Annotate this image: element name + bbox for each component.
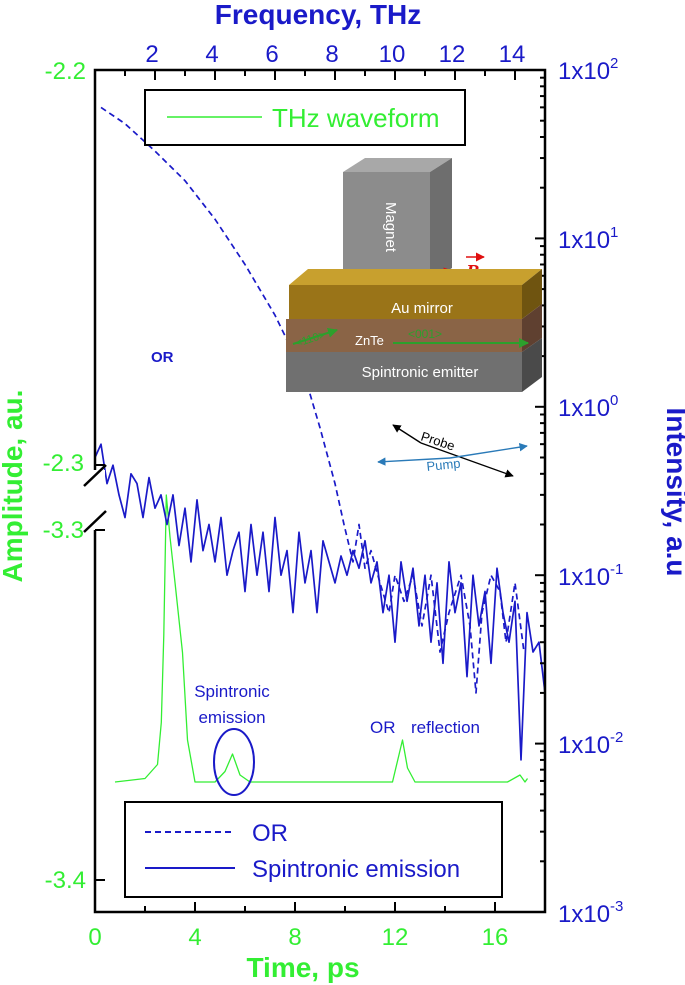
au-mirror-side bbox=[522, 269, 542, 319]
bottom-tick-label: 4 bbox=[188, 924, 201, 951]
top-tick-labels: 2 4 6 8 10 12 14 bbox=[145, 41, 525, 68]
annotation-or-reflection-word: reflection bbox=[411, 718, 480, 737]
right-tick-labels: 1x102 1x101 1x100 1x10-1 1x10-2 1x10-3 bbox=[558, 55, 623, 928]
series-or bbox=[100, 106, 525, 694]
right-tick-label: 1x101 bbox=[558, 224, 618, 254]
pump-arrow-b bbox=[377, 457, 451, 466]
magnet-label: Magnet bbox=[382, 202, 399, 253]
bottom-axis-title: Time, ps bbox=[246, 952, 359, 983]
emitter-front bbox=[286, 352, 522, 392]
top-tick-label: 14 bbox=[499, 41, 526, 68]
pump-label: Pump bbox=[426, 456, 461, 474]
bottom-tick-label: 16 bbox=[482, 924, 509, 951]
annotation-or-reflection-or: OR bbox=[370, 718, 396, 737]
probe-label: Probe bbox=[419, 429, 457, 454]
top-tick-label: 12 bbox=[439, 41, 466, 68]
probe-arrow-a bbox=[420, 442, 514, 478]
magnet-top bbox=[343, 158, 452, 172]
left-tick-label: -2.2 bbox=[45, 58, 86, 85]
right-tick-label: 1x102 bbox=[558, 55, 618, 85]
annotation-or-peak: OR bbox=[151, 349, 174, 366]
bottom-tick-label: 12 bbox=[382, 924, 409, 951]
dir-001-label: <001> bbox=[408, 327, 442, 341]
legend-label-spintronic: Spintronic emission bbox=[252, 856, 460, 883]
setup-inset: Magnet B Au mirror ZnTe <110> <001> Spin… bbox=[286, 158, 542, 478]
dir-110-arrow bbox=[292, 327, 338, 345]
magnet-front bbox=[343, 172, 430, 282]
znte-label: ZnTe bbox=[355, 333, 384, 348]
bottom-tick-label: 8 bbox=[288, 924, 301, 951]
top-axis-title: Frequency, THz bbox=[215, 0, 421, 30]
annotation-spintronic-line2: emission bbox=[198, 708, 265, 727]
magnet-side bbox=[430, 158, 452, 282]
series-thz-waveform bbox=[114, 494, 529, 783]
pump-arrow-a bbox=[449, 443, 528, 459]
top-tick-label: 10 bbox=[379, 41, 406, 68]
right-tick-label: 1x100 bbox=[558, 392, 618, 422]
axis-break-marker bbox=[83, 464, 107, 533]
probe-arrow-b bbox=[392, 424, 422, 444]
series-spintronic-emission bbox=[94, 443, 546, 761]
series-layer bbox=[94, 106, 546, 783]
legend-label-thz: THz waveform bbox=[272, 103, 440, 133]
emitter-label: Spintronic emitter bbox=[362, 364, 479, 381]
top-tick-label: 2 bbox=[145, 41, 158, 68]
plot-frame bbox=[93, 68, 547, 914]
au-mirror-top bbox=[289, 269, 542, 285]
emitter-side bbox=[522, 338, 542, 392]
right-tick-label: 1x10-3 bbox=[558, 898, 623, 928]
au-mirror-label: Au mirror bbox=[391, 300, 453, 317]
left-tick-label: -3.4 bbox=[45, 867, 86, 894]
left-tick-label: -2.3 bbox=[43, 450, 84, 477]
right-axis-title: Intensity, a.u bbox=[661, 407, 685, 576]
spintronic-peak-circle bbox=[213, 728, 255, 796]
right-tick-label: 1x10-1 bbox=[558, 561, 623, 591]
right-tick-label: 1x10-2 bbox=[558, 729, 623, 759]
bottom-tick-labels: 0 4 8 12 16 bbox=[88, 924, 508, 951]
top-tick-label: 4 bbox=[205, 41, 218, 68]
au-mirror-front bbox=[289, 285, 522, 319]
left-tick-labels: -2.2 -2.3 -3.3 -3.4 bbox=[43, 58, 86, 894]
znte-front bbox=[286, 319, 522, 352]
legend-bottom: OR Spintronic emission bbox=[124, 801, 503, 898]
left-tick-label: -3.3 bbox=[43, 517, 84, 544]
top-tick-label: 6 bbox=[265, 41, 278, 68]
legend-label-or: OR bbox=[252, 820, 288, 847]
legend-top: THz waveform bbox=[144, 89, 466, 146]
annotation-spintronic-line1: Spintronic bbox=[194, 682, 270, 701]
bottom-tick-label: 0 bbox=[88, 924, 101, 951]
left-axis-title: Amplitude, au. bbox=[0, 390, 28, 583]
top-tick-label: 8 bbox=[325, 41, 338, 68]
tick-layer bbox=[94, 69, 546, 913]
